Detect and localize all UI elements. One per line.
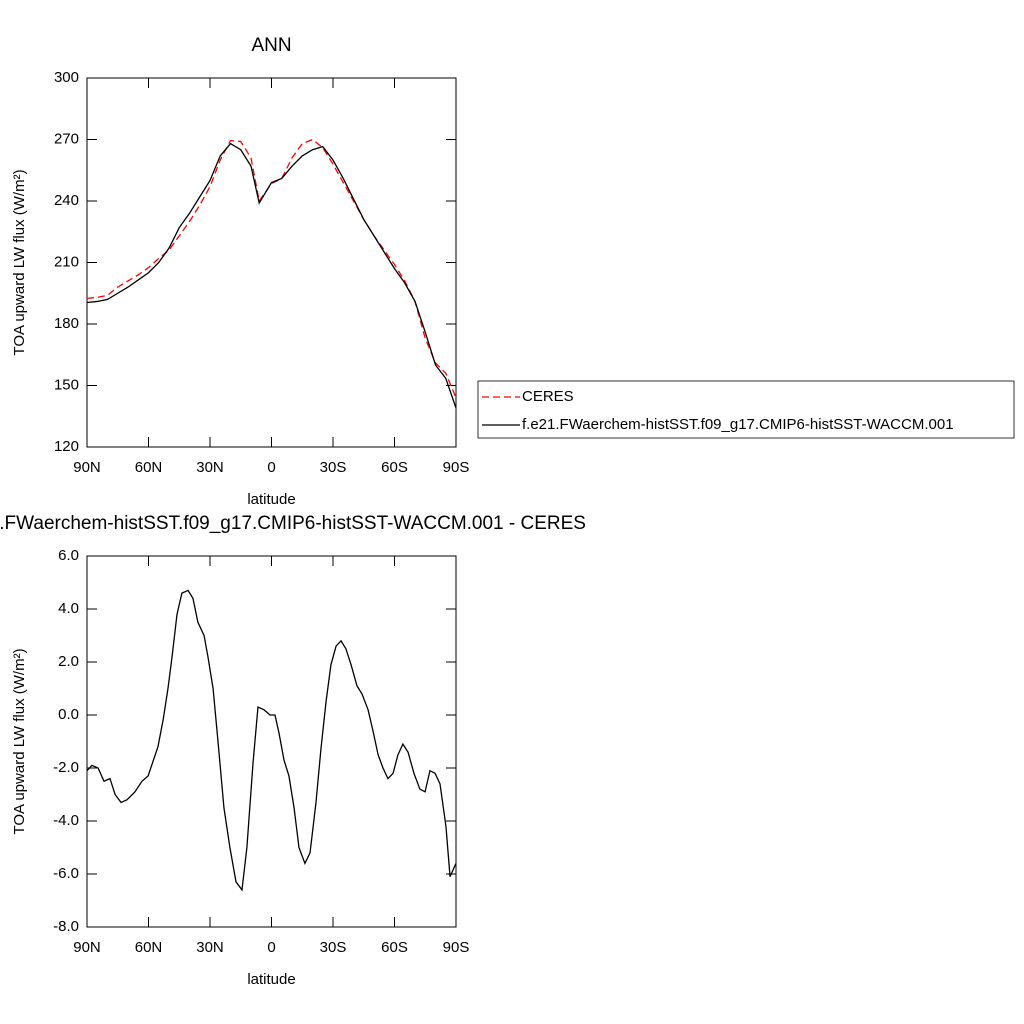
legend-box xyxy=(477,380,1015,439)
x-tick-label: 0 xyxy=(267,459,275,476)
y-tick-label: 240 xyxy=(54,192,79,209)
x-tick-label: 60N xyxy=(135,459,163,476)
y-tick-label: -4.0 xyxy=(53,812,79,829)
x-tick-label: 60S xyxy=(381,459,408,476)
x-tick-label: 30N xyxy=(196,459,224,476)
data-line xyxy=(86,589,457,892)
y-tick-label: 0.0 xyxy=(58,706,79,723)
y-tick-label: 2.0 xyxy=(58,653,79,670)
y-tick-label: -8.0 xyxy=(53,918,79,935)
y-tick-label: 180 xyxy=(54,315,79,332)
y-tick-label: 4.0 xyxy=(58,600,79,617)
y-tick-label: 300 xyxy=(54,69,79,86)
x-tick-label: 60N xyxy=(135,939,163,956)
data-line xyxy=(86,142,457,409)
x-tick-label: 90S xyxy=(443,459,470,476)
y-tick-label: -6.0 xyxy=(53,865,79,882)
x-axis-label: latitude xyxy=(247,971,295,988)
legend-label: f.e21.FWaerchem-histSST.f09_g17.CMIP6-hi… xyxy=(522,416,954,433)
y-tick-label: 210 xyxy=(54,253,79,270)
y-axis-label: TOA upward LW flux (W/m²) xyxy=(11,169,28,355)
y-tick-label: 270 xyxy=(54,130,79,147)
x-axis-label: latitude xyxy=(247,491,295,508)
legend-label: CERES xyxy=(522,388,574,405)
y-axis-label: TOA upward LW flux (W/m²) xyxy=(11,648,28,834)
chart-title: ANN xyxy=(251,35,291,56)
y-tick-label: 150 xyxy=(54,376,79,393)
x-tick-label: 90N xyxy=(73,939,101,956)
plot-frame xyxy=(86,77,457,448)
x-tick-label: 90N xyxy=(73,459,101,476)
x-tick-label: 90S xyxy=(443,939,470,956)
plot-frame xyxy=(86,555,457,928)
chart-title: f.e21.FWaerchem-histSST.f09_g17.CMIP6-hi… xyxy=(0,513,586,534)
data-line xyxy=(86,138,457,399)
y-tick-label: 120 xyxy=(54,438,79,455)
y-tick-label: 6.0 xyxy=(58,547,79,564)
x-tick-label: 30S xyxy=(320,939,347,956)
x-tick-label: 0 xyxy=(267,939,275,956)
x-tick-label: 30N xyxy=(196,939,224,956)
x-tick-label: 30S xyxy=(320,459,347,476)
x-tick-label: 60S xyxy=(381,939,408,956)
y-tick-label: -2.0 xyxy=(53,759,79,776)
